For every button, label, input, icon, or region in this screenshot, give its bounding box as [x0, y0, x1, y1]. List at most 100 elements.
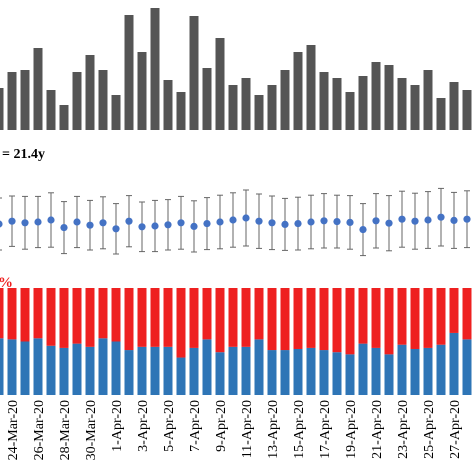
bar-segment	[98, 338, 108, 395]
x-tick-label: 25-Apr-20	[422, 400, 437, 459]
bar-segment	[254, 339, 264, 395]
bar-segment	[111, 288, 121, 342]
bar	[267, 85, 277, 130]
x-tick-label: 5-Apr-20	[162, 400, 177, 452]
mean-dot	[99, 219, 107, 227]
bar-segment	[72, 288, 82, 344]
mean-dot	[8, 217, 16, 225]
mean-dot	[268, 219, 276, 227]
mean-dot	[34, 218, 42, 226]
bar	[397, 78, 407, 130]
mean-dot	[112, 225, 120, 233]
bar-segment	[33, 338, 43, 395]
bar	[371, 62, 381, 130]
bar	[20, 70, 30, 130]
bar-segment	[85, 346, 95, 395]
bar	[46, 90, 56, 130]
bar-segment	[449, 332, 459, 395]
bar-segment	[163, 346, 173, 395]
bar-segment	[228, 346, 238, 395]
mean-dot	[424, 216, 432, 224]
bar	[423, 70, 433, 130]
mean-dot	[333, 218, 341, 226]
bar	[254, 95, 264, 130]
bar-segment	[7, 339, 17, 395]
bar-segment	[436, 344, 446, 395]
bar-segment	[215, 288, 225, 353]
mean-dot	[463, 215, 471, 223]
bar-segment	[384, 288, 394, 355]
x-tick-label: 28-Mar-20	[58, 400, 73, 460]
mean-dot	[398, 215, 406, 223]
mean-dot	[294, 220, 302, 228]
bar-segment	[371, 288, 381, 348]
bar-segment	[7, 288, 17, 340]
mean-dot	[203, 220, 211, 228]
bar	[332, 78, 342, 130]
mean-dot	[359, 226, 367, 234]
mean-dot	[242, 214, 250, 222]
bar-segment	[358, 288, 368, 344]
bar	[293, 52, 303, 130]
bar-segment	[59, 288, 69, 348]
bar-segment	[397, 344, 407, 395]
mean-dot	[86, 221, 94, 229]
bar	[345, 92, 355, 130]
bar-segment	[72, 343, 82, 395]
bar-segment	[228, 288, 238, 347]
bar	[163, 80, 173, 130]
panel-title: %	[0, 275, 13, 291]
mean-dot	[320, 217, 328, 225]
x-tick-label: 13-Apr-20	[266, 400, 281, 459]
bar	[7, 72, 17, 130]
bar	[215, 38, 225, 130]
bar	[462, 90, 472, 130]
bar	[33, 48, 43, 130]
bar-segment	[59, 347, 69, 395]
bar	[319, 72, 329, 130]
bar-segment	[46, 345, 56, 395]
mean-dot	[164, 221, 172, 229]
mean-dot	[372, 217, 380, 225]
bar-segment	[345, 288, 355, 355]
bar	[280, 70, 290, 130]
bar-segment	[150, 288, 160, 347]
bar	[98, 70, 108, 130]
x-tick-label: 27-Apr-20	[448, 400, 463, 459]
mean-dot	[216, 218, 224, 226]
bar-segment	[98, 288, 108, 339]
bar-segment	[124, 350, 134, 395]
x-tick-label: 17-Apr-20	[318, 400, 333, 459]
bar-segment	[267, 350, 277, 395]
mean-dot	[125, 217, 133, 225]
bar-segment	[124, 288, 134, 351]
bar-segment	[332, 352, 342, 395]
bar	[150, 8, 160, 130]
bar-segment	[280, 288, 290, 351]
bar	[59, 105, 69, 130]
bar	[124, 15, 134, 130]
mean-dot	[255, 217, 263, 225]
bar-segment	[137, 346, 147, 395]
bar	[358, 76, 368, 130]
bar	[306, 45, 316, 130]
bar	[0, 88, 4, 130]
bar	[449, 82, 459, 130]
x-tick-label: 3-Apr-20	[136, 400, 151, 452]
bar-segment	[85, 288, 95, 347]
mean-dot	[281, 220, 289, 228]
bar-segment	[267, 288, 277, 351]
mean-dot	[73, 218, 81, 226]
bar-segment	[137, 288, 147, 347]
bar-segment	[241, 346, 251, 395]
x-tick-label: 19-Apr-20	[344, 400, 359, 459]
x-tick-label: 23-Apr-20	[396, 400, 411, 459]
bar-segment	[33, 288, 43, 339]
mean-dot	[450, 216, 458, 224]
bar-segment	[306, 288, 316, 348]
mean-dot	[177, 219, 185, 227]
bar-segment	[202, 288, 212, 340]
x-tick-label: 1-Apr-20	[110, 400, 125, 452]
mean-dot	[21, 219, 29, 227]
bar-segment	[319, 288, 329, 351]
